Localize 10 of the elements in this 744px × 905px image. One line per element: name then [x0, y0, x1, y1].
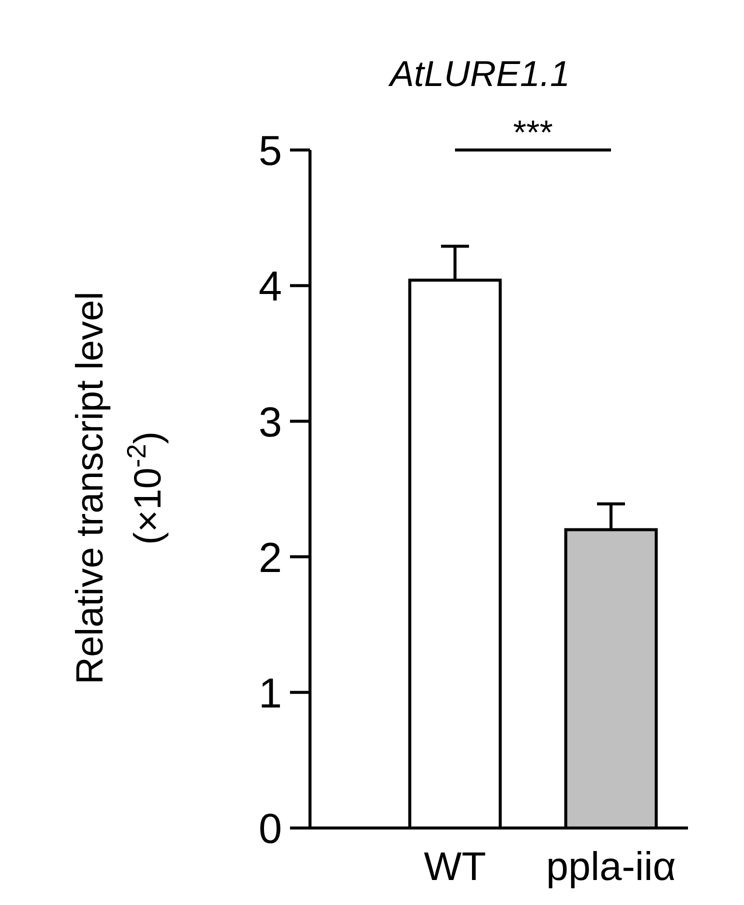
- y-tick-label: 4: [258, 262, 282, 310]
- y-tick-label: 3: [258, 398, 282, 446]
- x-tick-label: ppla-iiα: [546, 845, 676, 889]
- chart-title: AtLURE1.1: [388, 53, 570, 94]
- x-tick-label: WT: [424, 845, 486, 889]
- y-tick-label: 2: [258, 534, 282, 581]
- y-tick-label: 0: [258, 805, 282, 852]
- y-tick-label: 5: [258, 127, 282, 174]
- annotation: ***: [513, 114, 553, 152]
- y-tick-label: 1: [258, 670, 282, 717]
